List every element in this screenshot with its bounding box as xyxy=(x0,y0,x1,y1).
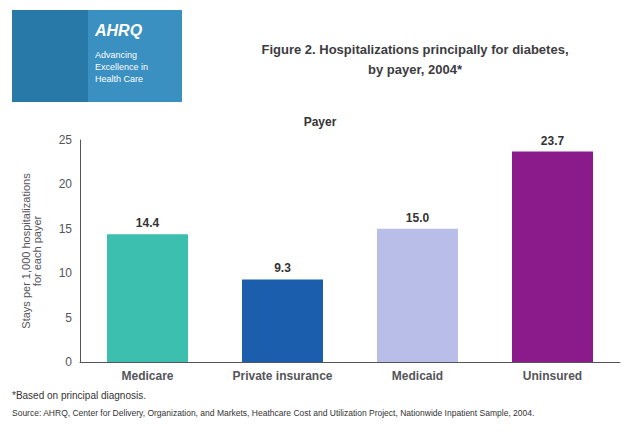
svg-text:Health Care: Health Care xyxy=(95,74,143,84)
svg-text:Medicaid: Medicaid xyxy=(392,369,443,383)
svg-text:23.7: 23.7 xyxy=(541,134,565,148)
svg-text:Stays per 1,000 hospitalizatio: Stays per 1,000 hospitalizations xyxy=(19,173,32,329)
svg-text:by payer, 2004*: by payer, 2004* xyxy=(368,62,463,77)
svg-text:Medicare: Medicare xyxy=(121,369,173,383)
svg-text:Advancing: Advancing xyxy=(95,50,137,60)
svg-text:15: 15 xyxy=(59,222,73,236)
svg-text:Uninsured: Uninsured xyxy=(523,369,582,383)
svg-text:Figure 2. Hospitalizations pri: Figure 2. Hospitalizations principally f… xyxy=(261,42,568,57)
svg-text:9.3: 9.3 xyxy=(274,261,291,275)
svg-text:Payer: Payer xyxy=(304,115,337,129)
svg-text:for each payer: for each payer xyxy=(31,216,43,287)
svg-text:Private insurance: Private insurance xyxy=(232,369,332,383)
svg-text:20: 20 xyxy=(59,177,73,191)
svg-text:25: 25 xyxy=(59,133,73,147)
svg-text:Excellence in: Excellence in xyxy=(95,62,148,72)
svg-text:10: 10 xyxy=(59,266,73,280)
svg-text:14.4: 14.4 xyxy=(136,216,160,230)
svg-text:Source: AHRQ, Center for Deliv: Source: AHRQ, Center for Delivery, Organ… xyxy=(12,408,534,418)
svg-text:5: 5 xyxy=(65,311,72,325)
svg-text:AHRQ: AHRQ xyxy=(94,22,143,39)
svg-text:15.0: 15.0 xyxy=(406,211,430,225)
svg-text:0: 0 xyxy=(65,355,72,369)
svg-text:*Based on principal diagnosis.: *Based on principal diagnosis. xyxy=(12,390,146,401)
